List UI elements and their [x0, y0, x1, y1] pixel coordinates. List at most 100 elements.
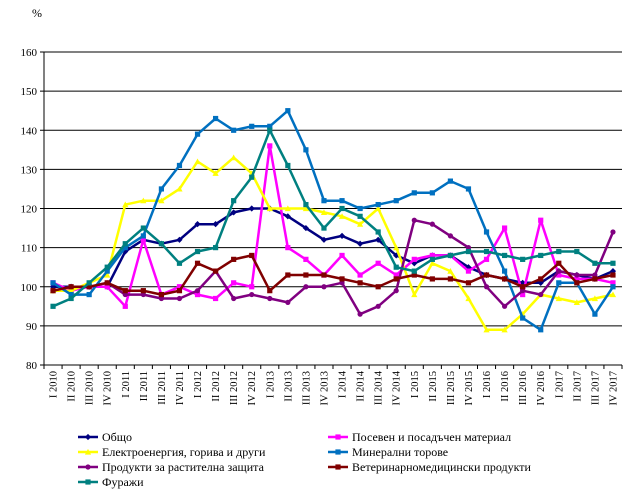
x-tick-label: IV 2014 — [392, 370, 403, 405]
x-tick-label: I 2016 — [482, 371, 493, 398]
x-tick-label: IV 2016 — [536, 371, 547, 406]
series-7 — [50, 127, 616, 309]
data-point — [556, 268, 562, 274]
x-tick-label: III 2010 — [85, 371, 96, 405]
data-point — [285, 108, 291, 114]
x-tick-label: III 2016 — [518, 371, 529, 405]
y-tick-label: 160 — [21, 47, 38, 59]
data-point — [574, 272, 580, 278]
data-point — [520, 315, 526, 321]
data-point — [483, 256, 490, 262]
data-point — [393, 276, 399, 282]
data-point — [465, 186, 472, 192]
data-point — [447, 233, 454, 239]
data-point — [610, 229, 616, 235]
data-point — [50, 303, 56, 309]
data-point — [592, 260, 598, 266]
data-point — [104, 271, 111, 278]
data-point — [302, 205, 310, 212]
data-point — [284, 205, 291, 212]
data-point — [483, 326, 490, 333]
data-point — [574, 280, 580, 286]
data-point — [321, 272, 327, 278]
data-point — [429, 260, 436, 266]
data-point — [67, 287, 75, 294]
x-tick-label: IV 2015 — [464, 371, 475, 406]
data-point — [140, 237, 146, 243]
data-point — [375, 236, 382, 243]
x-tick-label: I 2010 — [49, 371, 60, 398]
data-point — [231, 127, 237, 133]
data-point — [50, 288, 56, 294]
data-point — [140, 291, 146, 298]
data-point — [483, 272, 490, 278]
data-point — [212, 221, 219, 228]
data-point — [357, 205, 363, 212]
data-point — [303, 256, 309, 262]
x-tick-label: II 2017 — [572, 371, 583, 402]
legend-item: Фуражи — [78, 475, 144, 489]
legend-marker — [84, 433, 92, 441]
data-point — [411, 291, 418, 298]
data-point — [158, 291, 165, 298]
data-point — [610, 260, 616, 266]
data-point — [574, 248, 580, 255]
data-point — [158, 241, 165, 247]
y-tick-label: 100 — [21, 282, 38, 294]
y-unit-label: % — [32, 6, 42, 20]
x-tick-label: II 2016 — [500, 371, 511, 402]
data-point — [140, 197, 147, 204]
data-point — [520, 284, 526, 290]
data-point — [573, 299, 580, 305]
data-point — [501, 276, 508, 282]
data-point — [267, 295, 273, 302]
series-line — [52, 109, 615, 332]
legend-label: Продукти за растителна защита — [102, 460, 265, 474]
data-point — [375, 201, 381, 208]
series-line — [52, 144, 614, 308]
data-point — [267, 288, 273, 294]
data-point — [339, 280, 345, 286]
data-point — [285, 162, 291, 169]
x-tick-label: III 2011 — [157, 371, 168, 405]
data-point — [104, 264, 110, 270]
data-point — [140, 288, 146, 294]
data-point — [375, 303, 381, 309]
data-point — [447, 178, 454, 184]
x-tick-label: I 2015 — [410, 371, 421, 398]
data-point — [104, 280, 110, 286]
legend-label: Посевен и посадъчен материал — [352, 430, 511, 444]
data-point — [194, 131, 201, 137]
y-tick-label: 130 — [21, 164, 38, 176]
legend-item: Продукти за растителна защита — [78, 460, 265, 474]
data-point — [303, 284, 309, 290]
x-tick-label: I 2014 — [338, 370, 349, 398]
data-point — [609, 268, 617, 275]
data-point — [122, 201, 129, 208]
data-point — [610, 284, 616, 290]
data-point — [411, 272, 417, 278]
data-point — [104, 284, 110, 290]
y-tick-label: 90 — [26, 321, 38, 333]
data-point — [140, 225, 146, 231]
legend-marker — [84, 448, 92, 455]
data-point — [356, 221, 364, 227]
data-point — [609, 291, 617, 298]
data-point — [158, 186, 165, 192]
x-tick-label: I 2013 — [265, 371, 276, 398]
data-point — [411, 217, 417, 223]
x-tick-label: II 2014 — [356, 370, 367, 401]
legend-item: Минерални торове — [328, 445, 448, 459]
data-point — [68, 295, 74, 302]
data-point — [86, 291, 92, 298]
data-point — [447, 276, 454, 282]
x-axis: I 2010 II 2010 III 2010 IV 2010 I 2011 II 201… — [43, 365, 623, 406]
x-tick-label: III 2012 — [229, 371, 240, 405]
data-point — [285, 245, 291, 251]
data-point — [122, 303, 128, 309]
x-tick-label: II 2011 — [139, 371, 150, 401]
data-point — [321, 284, 327, 290]
y-tick-label: 140 — [21, 125, 38, 137]
data-point — [122, 291, 128, 298]
data-point — [339, 205, 345, 212]
